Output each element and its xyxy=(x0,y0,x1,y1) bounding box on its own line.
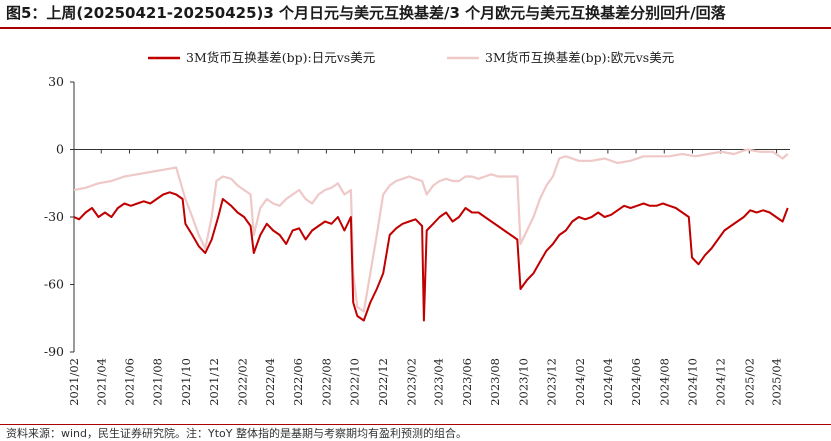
x-tick-label: 2023/06 xyxy=(460,358,474,406)
series-line-eur xyxy=(73,148,789,313)
x-tick-label: 2022/08 xyxy=(319,358,333,406)
x-tick-label: 2021/12 xyxy=(207,358,221,406)
x-tick-label: 2022/04 xyxy=(263,358,277,406)
x-tick-label: 2024/12 xyxy=(714,358,728,406)
x-tick-label: 2023/02 xyxy=(404,358,418,406)
y-tick-label: 0 xyxy=(56,142,64,157)
y-tick-label: 30 xyxy=(48,74,64,89)
y-tick-label: -90 xyxy=(44,344,64,359)
legend: 3M货币互换基差(bp):日元vs美元 3M货币互换基差(bp):欧元vs美元 xyxy=(148,50,674,65)
source-rule xyxy=(0,424,831,425)
x-tick-label: 2022/10 xyxy=(348,358,362,406)
x-tick-label: 2022/02 xyxy=(236,358,250,406)
x-tick-label: 2021/04 xyxy=(94,358,108,406)
x-tick-label: 2021/10 xyxy=(179,358,193,406)
x-tick-label: 2024/06 xyxy=(629,358,643,406)
x-tick-label: 2021/06 xyxy=(122,358,136,406)
x-tick-label: 2021/08 xyxy=(151,358,165,406)
x-tick-label: 2024/04 xyxy=(601,358,615,406)
x-tick-label: 2023/04 xyxy=(432,358,446,406)
series-lines xyxy=(73,148,789,322)
x-tick-label: 2023/12 xyxy=(544,358,558,406)
legend-label: 3M货币互换基差(bp):日元vs美元 xyxy=(186,50,375,65)
x-tick-label: 2024/10 xyxy=(685,358,699,406)
x-tick-label: 2024/08 xyxy=(657,358,671,406)
y-tick-label: -60 xyxy=(44,277,64,292)
x-tick-label: 2025/02 xyxy=(742,358,756,406)
x-axis: 2021/02 2021/04 2021/06 2021/08 2021/10 2021/… xyxy=(67,149,790,406)
x-tick-label: 2023/08 xyxy=(488,358,502,406)
title-rule xyxy=(0,27,831,29)
y-tick-label: -30 xyxy=(44,209,64,224)
x-tick-label: 2024/02 xyxy=(573,358,587,406)
chart-title: 图5：上周(20250421-20250425)3 个月日元与美元互换基差/3 … xyxy=(6,4,726,22)
x-tick-label: 2023/10 xyxy=(516,358,530,406)
x-tick-label: 2025/04 xyxy=(770,358,784,406)
x-tick-label: 2022/12 xyxy=(376,358,390,406)
legend-label: 3M货币互换基差(bp):欧元vs美元 xyxy=(485,50,674,65)
x-tick-label: 2022/06 xyxy=(291,358,305,406)
x-tick-label: 2021/02 xyxy=(67,358,81,406)
line-chart: 3M货币互换基差(bp):日元vs美元 3M货币互换基差(bp):欧元vs美元 3… xyxy=(44,50,790,406)
y-axis: 30 0 -30 -60 -90 xyxy=(44,74,75,359)
source-note: 资料来源：wind，民生证券研究院。注：YtoY 整体指的是基期与考察期均有盈利… xyxy=(6,427,467,440)
series-line-jpy xyxy=(73,191,789,322)
